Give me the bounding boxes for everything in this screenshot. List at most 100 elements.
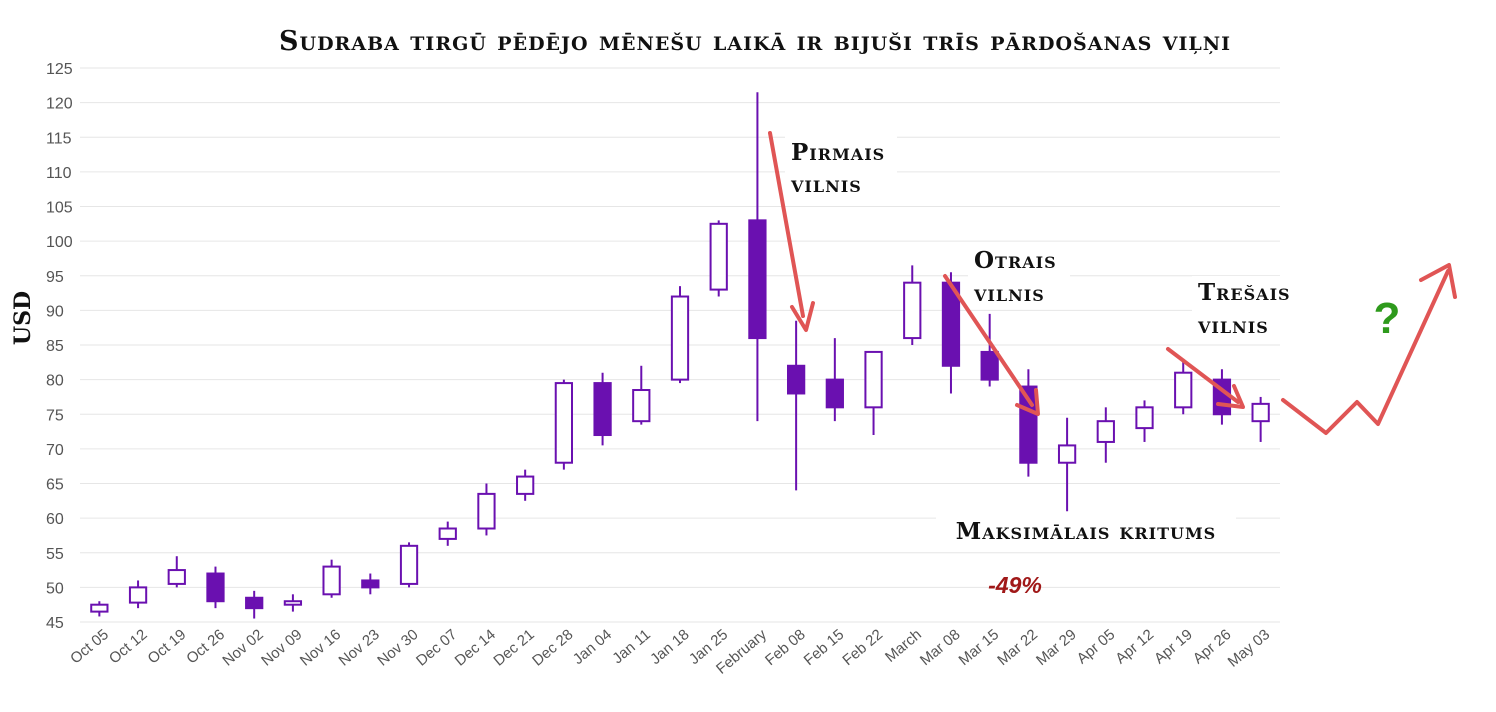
x-tick-label: Apr 05	[1074, 626, 1119, 667]
question-mark: ?	[1374, 294, 1401, 343]
candle	[748, 92, 767, 422]
x-tick-label: Oct 05	[67, 626, 112, 667]
annotations: Pirmais vilnis Otrais vilnis Trešais vil…	[785, 136, 1400, 598]
candle	[632, 365, 651, 425]
candle-body	[980, 350, 999, 381]
x-tick-label: Dec 07	[413, 626, 460, 670]
candle	[1212, 369, 1232, 425]
drawdown-value: -49%	[988, 572, 1042, 598]
candle	[980, 313, 999, 387]
gridlines	[80, 67, 1280, 623]
x-tick-label: Dec 28	[529, 626, 576, 670]
y-tick-label: 115	[46, 130, 72, 147]
candle	[516, 469, 535, 501]
x-tick-label: Feb 08	[762, 626, 809, 669]
candle-body	[825, 378, 844, 409]
y-tick-label: 60	[46, 511, 64, 528]
candle-body	[322, 565, 341, 596]
drawdown-label: Maksimālais kritums	[956, 518, 1216, 545]
y-tick-label: 75	[46, 407, 64, 424]
candle	[322, 559, 341, 598]
wave2-arrowhead	[1015, 388, 1040, 416]
y-tick-label: 90	[46, 303, 64, 320]
y-tick-label: 55	[46, 546, 64, 563]
candle-body	[632, 389, 651, 423]
candle-body	[1251, 402, 1270, 423]
x-tick-label: Dec 14	[452, 626, 499, 670]
wave1-arrow	[768, 131, 805, 318]
candle	[903, 265, 922, 345]
candle-body	[748, 219, 767, 340]
candle-body	[399, 544, 419, 585]
candle	[1096, 407, 1115, 463]
candle	[670, 286, 690, 384]
x-tick-label: Jan 04	[570, 626, 615, 668]
candle	[1019, 369, 1038, 477]
y-tick-labels: 45 50 55 60 65 70 75 80 85 90 95 100 105 110 115 120 125	[46, 61, 73, 632]
x-tick-label: Feb 22	[839, 626, 886, 669]
y-tick-label: 120	[46, 96, 73, 113]
x-tick-label: Oct 26	[183, 626, 228, 667]
candle	[1251, 396, 1270, 442]
candle-body	[903, 281, 922, 340]
y-tick-label: 50	[46, 580, 64, 597]
x-tick-label: Oct 19	[145, 626, 190, 667]
candle	[709, 220, 728, 297]
x-tick-label: Apr 19	[1151, 626, 1196, 667]
candle-body	[1096, 420, 1115, 443]
x-tick-label: Mar 08	[917, 626, 964, 669]
candle	[787, 320, 806, 491]
candle-body	[554, 382, 574, 464]
chart-title: Sudraba tirgū pēdējo mēnešu laikā ir bij…	[279, 26, 1231, 57]
x-tick-label: May 03	[1225, 626, 1274, 671]
candle-body	[245, 596, 264, 610]
wave1-label-line2: vilnis	[790, 171, 862, 198]
x-tick-label: Nov 02	[219, 626, 266, 670]
candle	[1174, 358, 1193, 415]
x-tick-label: Dec 21	[490, 626, 537, 670]
y-tick-label: 95	[46, 269, 64, 286]
candle	[477, 483, 496, 536]
forecast-arrow	[1281, 269, 1450, 435]
candle	[90, 601, 109, 617]
candle-body	[128, 586, 148, 604]
candle-body	[361, 579, 380, 589]
y-tick-label: 85	[46, 338, 64, 355]
x-tick-label: Nov 23	[336, 626, 383, 670]
candle-body	[593, 382, 612, 437]
x-tick-label: March	[882, 626, 925, 666]
candle	[1135, 400, 1154, 442]
x-tick-label: Nov 30	[374, 626, 421, 670]
candle-body	[477, 492, 496, 530]
candle-body	[709, 222, 728, 291]
candle	[554, 379, 574, 470]
wave3-label-line2: vilnis	[1197, 312, 1269, 339]
wave1-arrowhead	[790, 301, 815, 332]
candle	[206, 566, 225, 609]
candle	[825, 338, 844, 422]
x-tick-label: Mar 29	[1033, 626, 1080, 669]
x-tick-label: Jan 18	[647, 626, 692, 668]
candle-body	[787, 364, 806, 395]
wave3-arrowhead	[1216, 384, 1245, 409]
y-tick-label: 80	[46, 373, 64, 390]
y-tick-label: 70	[46, 442, 64, 459]
x-tick-label: Feb 15	[801, 626, 848, 669]
candle-body	[516, 475, 535, 495]
wave3-label-line1: Trešais	[1198, 279, 1291, 306]
candle	[399, 542, 419, 588]
wave1-label-line1: Pirmais	[791, 139, 885, 166]
candle-body	[283, 600, 303, 606]
candle-body	[1135, 406, 1154, 430]
candle-body	[864, 350, 883, 409]
candle-body	[90, 603, 109, 613]
y-tick-label: 45	[46, 615, 64, 632]
x-tick-label: Oct 12	[106, 626, 151, 667]
x-tick-label: Apr 12	[1112, 626, 1157, 667]
x-tick-label: Nov 16	[297, 626, 344, 670]
candle	[864, 350, 883, 436]
candle	[593, 372, 612, 446]
x-tick-label: Nov 09	[258, 626, 305, 670]
